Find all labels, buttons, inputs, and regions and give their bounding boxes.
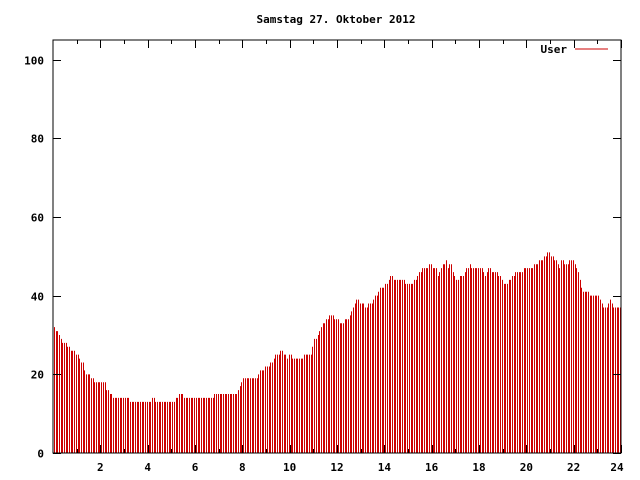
x-tick-label: 2 bbox=[97, 461, 104, 474]
x-tick-label: 12 bbox=[330, 461, 343, 474]
x-tick-label: 22 bbox=[567, 461, 580, 474]
y-tick-label: 100 bbox=[24, 55, 44, 68]
y-tick-label: 0 bbox=[37, 448, 44, 461]
y-tick-label: 40 bbox=[31, 291, 44, 304]
y-tick-label: 20 bbox=[31, 369, 44, 382]
x-tick-label: 20 bbox=[520, 461, 533, 474]
x-tick-label: 18 bbox=[472, 461, 485, 474]
y-tick-label: 80 bbox=[31, 133, 44, 146]
bar-group bbox=[54, 252, 621, 453]
y-tick-label: 60 bbox=[31, 212, 44, 225]
chart-title: Samstag 27. Oktober 2012 bbox=[257, 13, 416, 26]
x-tick-label: 24 bbox=[610, 461, 624, 474]
x-tick-label: 14 bbox=[378, 461, 392, 474]
x-tick-label: 4 bbox=[144, 461, 151, 474]
legend: User bbox=[541, 43, 608, 56]
x-tick-label: 6 bbox=[192, 461, 199, 474]
x-tick-label: 8 bbox=[239, 461, 246, 474]
x-tick-label: 10 bbox=[283, 461, 296, 474]
x-tick-label: 16 bbox=[425, 461, 439, 474]
legend-label-user: User bbox=[541, 43, 568, 56]
